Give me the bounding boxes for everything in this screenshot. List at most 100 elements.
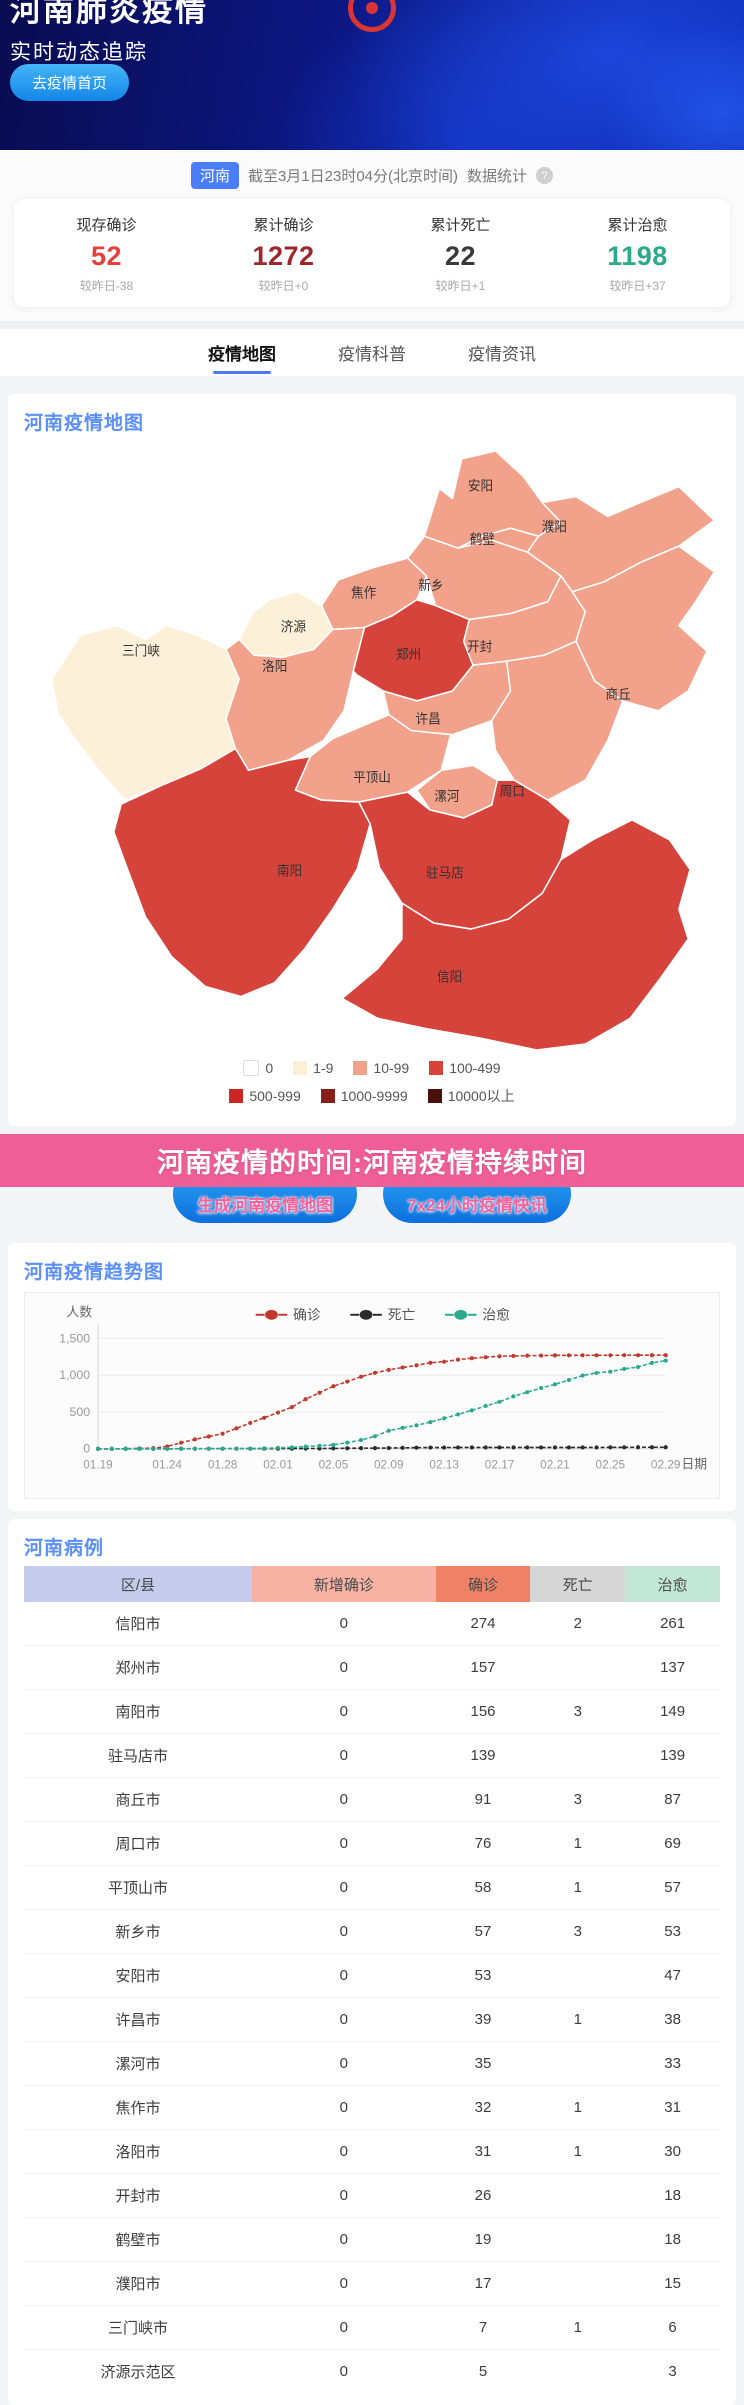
table-cell: 0 (252, 1909, 436, 1954)
svg-text:1,000: 1,000 (59, 1368, 90, 1382)
table-cell: 0 (252, 1953, 436, 1998)
table-cell (530, 2349, 626, 2394)
table-cell: 0 (252, 1689, 436, 1734)
tab-epidemic-map[interactable]: 疫情地图 (206, 330, 278, 375)
table-cell: 安阳市 (24, 1953, 253, 1998)
table-cell: 57 (435, 1909, 531, 1954)
trend-card: 河南疫情趋势图 0 500 1,000 1,500 人数 01.19 01.24 01.28 0… (8, 1243, 736, 1512)
go-home-button[interactable]: 去疫情首页 (10, 64, 130, 101)
table-cell: 139 (435, 1733, 531, 1778)
table-cell: 0 (252, 1733, 436, 1778)
map-region-label: 濮阳 (542, 519, 567, 534)
table-cell: 57 (625, 1865, 720, 1910)
stats-label: 数据统计 (467, 168, 528, 185)
stat-delta: 较昨日-38 (79, 279, 134, 293)
table-row: 周口市 0 76 1 69 (24, 1821, 720, 1866)
legend-label: 500-999 (249, 1088, 301, 1104)
table-cell: 15 (625, 2261, 720, 2306)
table-cell: 0 (252, 1821, 436, 1866)
table-cell: 156 (435, 1689, 531, 1734)
map-region[interactable] (490, 640, 624, 801)
map-region-label: 商丘 (605, 687, 630, 702)
trend-section-title: 河南疫情趋势图 (24, 1262, 165, 1283)
table-cell: 漯河市 (24, 2041, 253, 2086)
map-region-label: 平顶山 (353, 770, 391, 785)
table-cell: 137 (625, 1645, 720, 1690)
map-legend-item: 10-99 (353, 1060, 409, 1076)
tab-bar: 疫情地图 疫情科普 疫情资讯 (0, 329, 744, 376)
svg-text:02.17: 02.17 (485, 1458, 515, 1472)
cases-table: 区/县 新增确诊 确诊 死亡 治愈 信阳市 0 274 2 261 郑州市 0 157 137 南阳市 0 1… (24, 1566, 720, 2394)
asof-text: 截至3月1日23时04分(北京时间) (247, 168, 459, 185)
chart-ylabel: 人数 (66, 1305, 92, 1320)
table-cell: 1 (530, 2085, 626, 2130)
map-region-label: 南阳 (277, 863, 302, 878)
table-cell: 69 (625, 1821, 720, 1866)
table-row: 安阳市 0 53 47 (24, 1953, 720, 1998)
trend-line-chart: 0 500 1,000 1,500 人数 01.19 01.24 01.28 02.01 02.0… (24, 1292, 720, 1500)
chart-legend-label: 确诊 (293, 1308, 321, 1323)
map-legend-item: 0 (243, 1060, 273, 1076)
table-cell: 平顶山市 (24, 1865, 253, 1910)
table-cell: 5 (435, 2349, 531, 2394)
henan-province-map[interactable]: 安阳 鹤壁 濮阳 新乡 焦作 济源 三门峡 洛阳 郑州 开封 商丘 许昌 平顶山 漯河 周口 南阳 驻马店 信阳 (24, 441, 720, 1056)
table-row: 濮阳市 0 17 15 (24, 2261, 720, 2306)
table-cell: 0 (252, 2217, 436, 2262)
table-row: 郑州市 0 157 137 (24, 1645, 720, 1690)
stat-value: 22 (444, 241, 477, 271)
map-legend-row: 0 1-9 10-99 100-499 (243, 1060, 501, 1076)
table-row: 信阳市 0 274 2 261 (24, 1602, 720, 1646)
map-region[interactable] (113, 747, 371, 998)
chart-legend-label: 死亡 (388, 1308, 416, 1323)
table-cell (530, 2173, 626, 2218)
table-row: 新乡市 0 57 3 53 (24, 1909, 720, 1954)
table-cell: 3 (530, 1777, 626, 1822)
tab-epidemic-science[interactable]: 疫情科普 (338, 345, 406, 364)
svg-text:0: 0 (83, 1442, 90, 1456)
table-cell: 18 (625, 2217, 720, 2262)
table-cell: 三门峡市 (24, 2305, 253, 2350)
tab-epidemic-news[interactable]: 疫情资讯 (468, 345, 536, 364)
table-cell: 0 (252, 1777, 436, 1822)
map-section-title: 河南疫情地图 (24, 413, 145, 434)
map-legend-item: 500-999 (229, 1086, 301, 1106)
map-legend: 0 1-9 10-99 100-499 500-999 1000-9999 10000以上 (24, 1060, 720, 1106)
table-cell: 1 (530, 1865, 626, 1910)
stat-label: 累计确诊 (253, 217, 314, 234)
stat-label: 现存确诊 (76, 217, 137, 234)
cases-table-header: 区/县 新增确诊 确诊 死亡 治愈 (24, 1566, 720, 1603)
cases-column-header: 死亡 (530, 1566, 626, 1603)
stat-value: 1272 (252, 241, 315, 271)
map-legend-item: 1000-9999 (320, 1086, 408, 1106)
map-region-label: 许昌 (416, 711, 441, 726)
help-icon[interactable]: ? (536, 167, 554, 184)
map-region[interactable] (225, 626, 366, 772)
map-region-label: 安阳 (468, 478, 493, 493)
map-region-label: 驻马店 (426, 865, 464, 880)
cases-column-header: 治愈 (625, 1566, 720, 1603)
cases-column-header: 区/县 (24, 1566, 253, 1603)
table-cell: 周口市 (24, 1821, 253, 1866)
map-region-label: 郑州 (396, 647, 421, 662)
table-cell: 6 (625, 2305, 720, 2350)
table-cell: 洛阳市 (24, 2129, 253, 2174)
table-cell: 53 (625, 1909, 720, 1954)
stat-delta: 较昨日+37 (609, 279, 666, 293)
table-cell: 30 (625, 2129, 720, 2174)
stat-total-deaths: 累计死亡 22 较昨日+1 (372, 214, 549, 294)
legend-label: 100-499 (449, 1060, 501, 1076)
table-cell: 南阳市 (24, 1689, 253, 1734)
table-cell (530, 2261, 626, 2306)
table-cell: 261 (660, 1615, 686, 1633)
table-cell: 0 (252, 2305, 436, 2350)
section-divider (0, 376, 744, 386)
table-cell: 139 (625, 1733, 720, 1778)
map-legend-item: 10000以上 (427, 1086, 515, 1106)
map-region[interactable] (341, 819, 691, 1051)
table-cell: 0 (252, 2041, 436, 2086)
table-cell: 3 (530, 1909, 626, 1954)
table-row: 许昌市 0 39 1 38 (24, 1997, 720, 2042)
stat-total-confirmed: 累计确诊 1272 较昨日+0 (195, 214, 372, 294)
table-cell: 0 (252, 1997, 436, 2042)
